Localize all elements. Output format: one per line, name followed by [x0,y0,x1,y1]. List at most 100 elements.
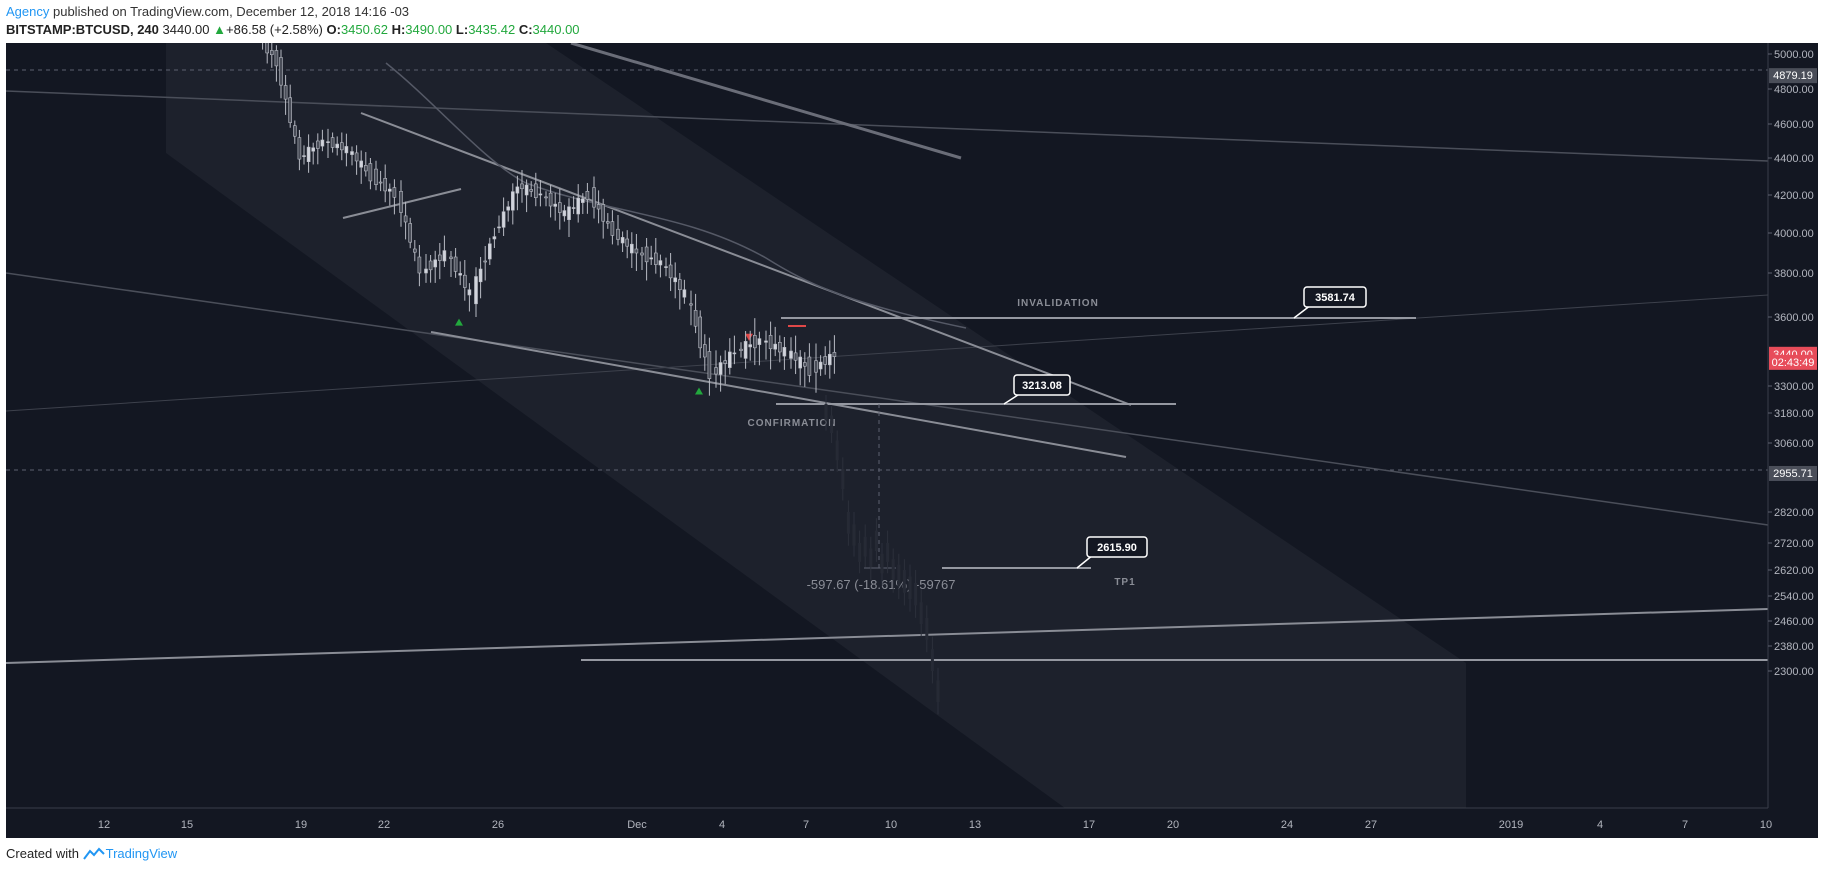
candle-body [383,178,388,192]
candle-body [437,254,442,261]
projected-candle-body [841,468,845,489]
chart-background [6,43,1818,838]
candle-body [823,356,828,365]
moving-average-line [385,62,967,329]
candle-body [335,143,340,149]
candle-body [689,303,693,306]
trendline-steep-upper [570,43,962,160]
candle-body [288,97,293,123]
time-tick-label: 7 [1682,819,1688,831]
candle-body [283,85,288,100]
candle-body [752,335,757,349]
candle-body [533,183,538,198]
time-tick-label: 20 [1167,819,1179,831]
candle-body [474,276,478,305]
candle-body [732,352,737,355]
channel-shading [166,43,1466,838]
candle-body [467,289,472,296]
candle-body [510,191,515,211]
candle-body [387,188,392,192]
candle-body [629,243,634,254]
candle-body [433,259,438,268]
price-tick-label: 2460.00 [1774,616,1814,628]
wedge-support-line [430,331,1127,458]
projected-candle-body [897,564,901,587]
time-tick-label: 27 [1365,819,1377,831]
candle-body [297,137,302,160]
open-label: O: [326,22,341,37]
candle-body [548,192,553,207]
candlestick-series [262,43,837,396]
projected-decline-candles [824,395,940,715]
time-tick-label: 10 [1760,819,1772,831]
candle-body [265,43,270,54]
candle-body [412,248,417,253]
high-value: 3490.00 [405,22,453,37]
candle-body [506,206,511,211]
price-tick-label: 4800.00 [1774,84,1814,96]
candle-body [363,165,368,172]
candle-body [748,344,753,348]
candle-body [777,341,782,353]
tradingview-link[interactable]: TradingView [105,846,178,861]
chart-canvas[interactable]: -597.67 (-18.61%) -59767 INVALIDATION CO… [6,43,1818,838]
candle-body [723,360,728,364]
candle-body [601,204,606,222]
time-scale-ticks: 12 15 19 22 26 Dec 4 7 10 13 17 20 24 27 2019 4 7 10 [98,819,1772,831]
candle-body [403,215,408,223]
callout-3213[interactable]: 3213.08 [1003,374,1071,405]
up-arrow-icon: ▲ [213,22,227,37]
candle-body [807,356,812,376]
high-label: H: [391,22,406,37]
projected-candle-body [891,559,895,580]
trendline-upper-long [6,90,1769,162]
projected-candle-body [863,536,867,557]
projected-candle-body [919,602,923,625]
candle-body [743,341,748,359]
candle-body [553,203,558,207]
chart-area[interactable]: -597.67 (-18.61%) -59767 INVALIDATION CO… [6,43,1818,838]
price-tick-label: 2620.00 [1774,565,1814,577]
candle-body [818,361,823,370]
projected-candle-body [880,553,884,574]
candle-body [727,351,732,368]
callout-2615[interactable]: 2615.90 [1076,536,1148,569]
price-change: +86.58 (+2.58%) [226,22,323,37]
time-scale[interactable] [6,808,1818,838]
close-label: C: [518,22,533,37]
candle-body [378,181,383,184]
candle-body [428,260,433,271]
candle-body [326,141,330,144]
price-tick-label: 2380.00 [1774,641,1814,653]
price-badge-label: 02:43:49 [1772,357,1815,369]
time-tick-label: 2019 [1499,819,1523,831]
candle-body [279,57,283,86]
projected-candle-body [902,570,906,593]
candle-body [764,340,768,343]
candle-body [462,274,467,288]
price-badge-bg [1769,465,1817,481]
callout-3213-label: 3213.08 [1022,380,1062,392]
candle-body [677,279,682,291]
candle-body [399,191,403,213]
candle-body [529,189,534,192]
price-tick-label: 4400.00 [1774,153,1814,165]
publish-header: Agency published on TradingView.com, Dec… [6,4,409,20]
candle-body [497,226,501,229]
open-value: 3450.62 [340,22,388,37]
callout-3581[interactable]: 3581.74 [1293,286,1367,319]
projected-candle-body [908,576,912,600]
author-link[interactable]: Agency [6,4,50,19]
price-tick-label: 3800.00 [1774,268,1814,280]
symbol-name[interactable]: BITSTAMP:BTCUSD, 240 [6,22,159,37]
price-badge-label: 2955.71 [1773,468,1813,480]
candle-body [832,352,837,357]
candle-body [585,191,590,200]
candle-body [487,243,492,260]
candle-body [424,268,428,274]
price-scale[interactable] [1768,43,1818,838]
candle-body [640,252,644,256]
candle-body [350,151,354,155]
tp1-label: TP1 [1114,577,1135,588]
candle-body [620,237,625,244]
